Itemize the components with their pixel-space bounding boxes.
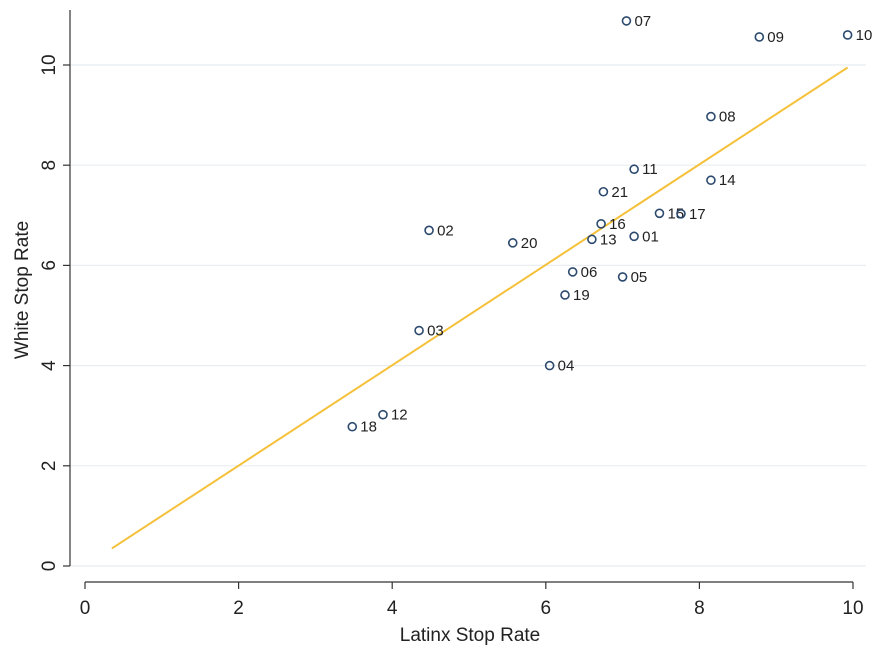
point-label-11: 11 [642,161,658,178]
y-tick-label: 4 [39,360,60,371]
point-label-08: 08 [719,109,736,126]
point-label-06: 06 [581,264,598,281]
point-17 [676,208,686,219]
point-label-01: 01 [642,228,659,245]
point-16 [596,219,606,229]
point-label-20: 20 [521,235,538,252]
point-10 [842,30,853,40]
point-21 [598,186,609,197]
point-19 [560,290,570,300]
x-tick-label: 8 [694,598,705,619]
point-15 [654,208,665,219]
point-label-10: 10 [856,27,873,44]
x-tick-label: 2 [233,598,244,619]
y-tick-label: 0 [39,561,60,572]
point-13 [587,234,597,245]
y-tick-label: 8 [39,160,60,171]
point-label-02: 02 [437,222,454,239]
point-label-15: 15 [667,205,684,222]
point-label-18: 18 [360,419,377,436]
grid-lines [70,64,866,567]
point-09 [754,32,765,42]
point-01 [629,231,639,242]
point-18 [347,421,358,432]
point-label-05: 05 [631,269,648,286]
y-tick-label: 10 [39,54,60,75]
y-tick-label: 2 [39,461,60,472]
point-label-19: 19 [573,287,590,304]
point-08 [706,111,716,122]
point-14 [706,175,716,186]
point-label-17: 17 [689,206,706,223]
y-axis-title: White Stop Rate [12,221,33,359]
point-04 [544,360,555,371]
point-12 [378,409,388,420]
point-11 [629,164,639,175]
x-tick-label: 0 [80,598,91,619]
x-axis-title: Latinx Stop Rate [400,625,540,646]
points-group: 01 02 03 04 05 06 07 08 09 10 11 12 13 14 15 16 17 18 19 20… [347,13,873,436]
point-label-14: 14 [719,172,736,189]
x-tick-label: 6 [541,598,552,619]
point-label-21: 21 [611,184,628,201]
y-tick-label: 6 [39,260,60,271]
point-label-04: 04 [558,358,575,375]
point-label-07: 07 [634,13,651,30]
point-label-12: 12 [391,407,408,424]
point-03 [414,325,424,336]
point-02 [424,225,434,236]
point-label-03: 03 [427,323,444,340]
fit-line-group [111,66,849,550]
x-tick-label: 10 [842,598,863,619]
point-label-16: 16 [609,216,626,233]
fit-line [111,66,849,550]
point-20 [507,238,518,248]
point-07 [621,16,632,26]
point-label-09: 09 [767,29,784,46]
point-06 [567,267,578,277]
point-label-13: 13 [600,231,617,248]
point-05 [617,272,628,282]
x-tick-label: 4 [387,598,398,619]
